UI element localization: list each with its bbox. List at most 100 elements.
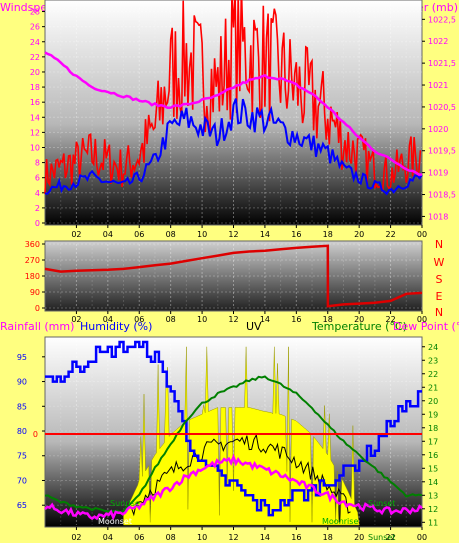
windspeed-tick-label: 2 <box>35 204 40 213</box>
compass-label: W <box>434 256 445 269</box>
barometer-axis: 1018 1018,5 1019 1019,5 1020 1020,5 1021 1021,5… <box>422 15 456 221</box>
temperature-tick-label: 17 <box>428 437 438 446</box>
windspeed-tick-label: 18 <box>30 83 40 92</box>
compass-label: E <box>436 290 443 303</box>
x-tick-label: 20 <box>354 533 364 542</box>
barometer-tick-label: 1019,5 <box>428 147 456 156</box>
temperature-axis: 11 12 13 14 15 16 17 18 19 20 21 22 23 24 <box>422 343 438 527</box>
humidity-tick-label: 65 <box>17 501 27 510</box>
windspeed-tick-label: 16 <box>30 98 40 107</box>
uv-title: UV <box>246 320 262 333</box>
temperature-tick-label: 16 <box>428 451 438 460</box>
sunrise-label: Sunrise <box>110 499 140 508</box>
temperature-tick-label: 20 <box>428 397 438 406</box>
barometer-tick-label: 1019 <box>428 169 448 178</box>
barometer-line <box>44 51 423 176</box>
direction-tick-label: 360 <box>25 240 40 249</box>
x-tick-label: 18 <box>323 230 333 239</box>
temperature-tick-label: 14 <box>428 478 438 487</box>
windspeed-tick-label: 4 <box>35 189 40 198</box>
temperature-humidity-panel: Rainfall (mm) Humidity (%) UV Temperatur… <box>0 320 459 542</box>
x-tick-label: 10 <box>197 315 207 324</box>
x-tick-label: 00 <box>417 533 427 542</box>
x-tick-label: 00 <box>417 230 427 239</box>
wind-direction-line <box>44 244 423 308</box>
x-tick-label: 16 <box>291 533 301 542</box>
humidity-line <box>45 340 422 517</box>
rainfall-title: Rainfall (mm) <box>0 320 74 333</box>
compass-labels: N W S E N <box>434 238 445 319</box>
x-tick-label: 04 <box>103 230 113 239</box>
windspeed-tick-label: 26 <box>30 23 40 32</box>
direction-tick-label: 270 <box>25 256 40 265</box>
dewpoint-line <box>44 453 423 521</box>
temperature-tick-label: 13 <box>428 491 438 500</box>
temperature-tick-label: 22 <box>428 370 438 379</box>
x-tick-label: 22 <box>385 230 395 239</box>
humidity-axis: 65 70 75 80 85 90 95 <box>17 353 45 510</box>
direction-tick-label: 90 <box>30 288 40 297</box>
x-tick-label: 08 <box>166 533 176 542</box>
x-tick-label: 06 <box>134 230 144 239</box>
wind-barometer-panel: Windspeed (kph) Barometer (mb) xxx 02468… <box>0 0 458 239</box>
sunset-label: Sunset <box>368 499 395 508</box>
windspeed-tick-label: 22 <box>30 53 40 62</box>
barometer-tick-label: 1020 <box>428 125 448 134</box>
x-tick-label: 08 <box>166 315 176 324</box>
temperature-tick-label: 23 <box>428 356 438 365</box>
solar-line <box>130 433 351 517</box>
barometer-tick-label: 1018,5 <box>428 191 456 200</box>
x-tick-label: 12 <box>228 533 238 542</box>
x-tick-label: 12 <box>228 315 238 324</box>
temperature-tick-label: 15 <box>428 464 438 473</box>
temperature-tick-label: 24 <box>428 343 438 352</box>
compass-label: N <box>435 306 443 319</box>
x-tick-label: 22 <box>385 315 395 324</box>
wind-time-axis: 02 04 06 08 10 12 14 16 18 20 22 00 <box>71 225 427 239</box>
x-tick-label: 06 <box>134 315 144 324</box>
humidity-tick-label: 75 <box>17 452 27 461</box>
x-tick-label: 08 <box>166 230 176 239</box>
astro-annotations: Sunrise Moonset Sunset Moonrise Sunset <box>98 499 395 542</box>
wind-direction-panel: 0 90 180 270 360 02 04 06 08 10 12 14 16 18 20 22 00 N … <box>25 238 445 324</box>
x-tick-label: 10 <box>197 230 207 239</box>
x-tick-label: 12 <box>228 230 238 239</box>
barometer-tick-label: 1021,5 <box>428 59 456 68</box>
temperature-series <box>44 340 423 521</box>
barometer-tick-label: 1022,5 <box>428 15 456 24</box>
windspeed-tick-label: 14 <box>30 113 40 122</box>
x-tick-label: 18 <box>323 315 333 324</box>
x-tick-label: 22 <box>385 533 395 542</box>
wind-series <box>44 0 423 196</box>
windspeed-tick-label: 20 <box>30 68 40 77</box>
temperature-title: Temperature (°C) <box>311 320 407 333</box>
temperature-tick-label: 19 <box>428 410 438 419</box>
wind-direction-time-axis: 02 04 06 08 10 12 14 16 18 20 22 00 <box>71 311 427 324</box>
sunset-axis-label: Sunset <box>368 533 395 542</box>
humidity-tick-label: 80 <box>17 427 27 436</box>
temperature-time-axis: 02 04 06 08 10 12 14 16 18 20 22 00 <box>71 527 427 542</box>
barometer-tick-label: 1022 <box>428 37 448 46</box>
windspeed-tick-label: 0 <box>35 219 40 228</box>
x-tick-label: 14 <box>260 533 270 542</box>
humidity-tick-label: 90 <box>17 378 27 387</box>
x-tick-label: 04 <box>103 533 113 542</box>
wind-average-line <box>44 98 423 196</box>
temperature-tick-label: 11 <box>428 518 438 527</box>
humidity-tick-label: 95 <box>17 353 27 362</box>
moonset-label: Moonset <box>98 517 132 526</box>
compass-label: S <box>436 273 443 286</box>
wind-direction-series <box>44 244 423 308</box>
x-tick-label: 20 <box>354 230 364 239</box>
x-tick-label: 04 <box>103 315 113 324</box>
barometer-tick-label: 1021 <box>428 81 448 90</box>
windspeed-tick-label: 8 <box>35 159 40 168</box>
temperature-tick-label: 18 <box>428 424 438 433</box>
wind-direction-axis: 0 90 180 270 360 <box>25 240 45 313</box>
x-tick-label: 16 <box>291 315 301 324</box>
temperature-line <box>44 375 423 514</box>
moonrise-label: Moonrise <box>322 517 358 526</box>
x-tick-label: 02 <box>71 533 81 542</box>
